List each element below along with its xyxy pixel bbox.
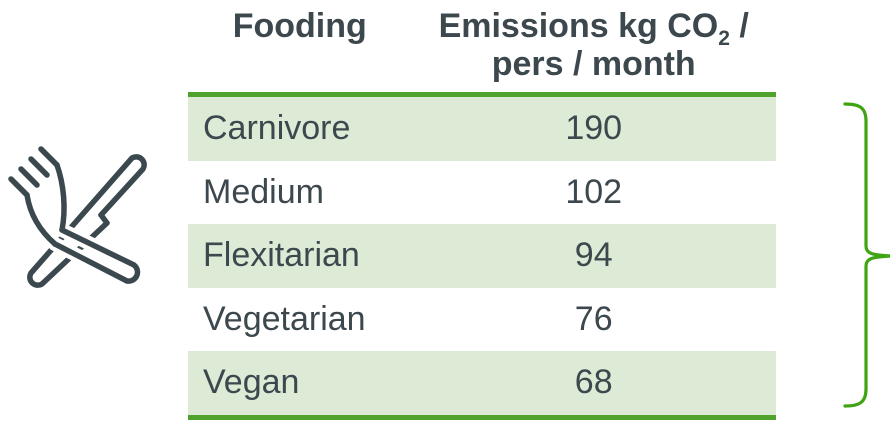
emission-value: 68: [574, 363, 613, 402]
diet-label: Carnivore: [203, 109, 351, 148]
table-body: Carnivore 190 Medium 102 Flexitarian 94 …: [188, 92, 776, 420]
table-row-vegan: Vegan 68: [188, 351, 776, 415]
emissions-header-line1: Emissions kg CO: [438, 7, 719, 45]
column-header-fooding: Fooding: [232, 7, 367, 45]
table-row-carnivore: Carnivore 190: [188, 97, 776, 161]
diet-label: Vegan: [203, 363, 300, 402]
fork-and-knife-icon: [8, 146, 147, 289]
column-header-emissions: Emissions kg CO2 / pers / month: [411, 5, 776, 83]
emission-value: 76: [574, 299, 613, 338]
diet-label: Medium: [203, 172, 324, 211]
emissions-header-line2: pers / month: [491, 45, 696, 83]
emission-value: 102: [565, 172, 623, 211]
table-header-row: Fooding Emissions kg CO2 / pers / month: [188, 5, 776, 92]
emission-value: 94: [574, 236, 613, 275]
emission-value: 190: [565, 109, 623, 148]
emissions-header-slash: /: [729, 7, 749, 45]
co2-subscript: 2: [718, 26, 730, 50]
right-bracket-icon: [843, 102, 891, 408]
diet-label: Vegetarian: [203, 299, 366, 338]
table-row-flexitarian: Flexitarian 94: [188, 224, 776, 288]
emissions-table: Fooding Emissions kg CO2 / pers / month …: [188, 5, 776, 420]
fork-icon: [8, 146, 141, 284]
table-row-vegetarian: Vegetarian 76: [188, 287, 776, 351]
table-row-medium: Medium 102: [188, 160, 776, 224]
knife-icon: [27, 154, 147, 288]
diet-label: Flexitarian: [203, 236, 360, 275]
